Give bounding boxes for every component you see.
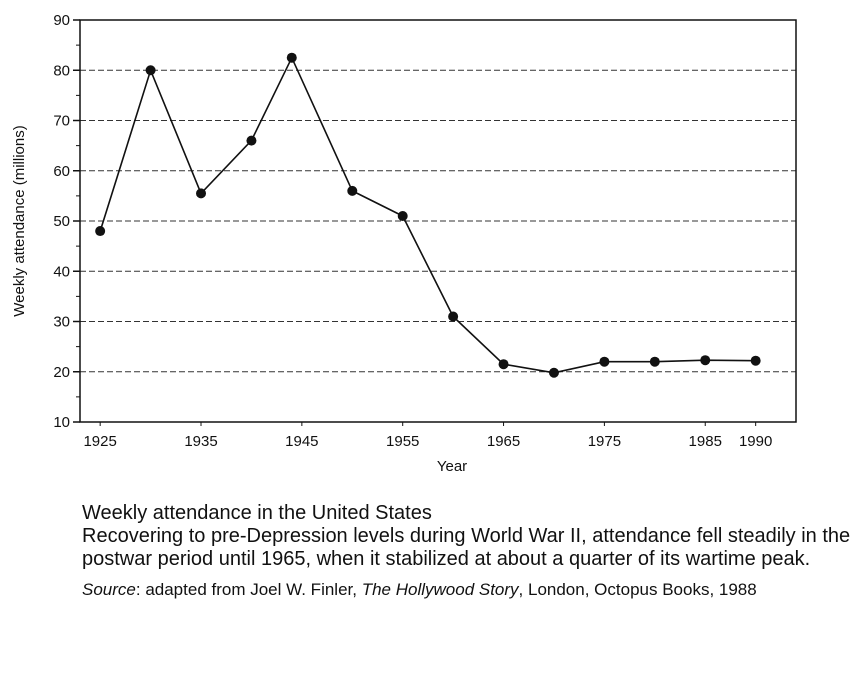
y-tick-label: 40 [53,263,70,280]
x-tick-label: 1965 [487,433,520,450]
y-tick-label: 60 [53,163,70,180]
data-point [145,65,156,76]
data-point [397,210,408,221]
x-tick-label: 1945 [285,433,318,450]
y-tick-label: 20 [53,364,70,381]
data-point [649,356,660,367]
gridlines [80,69,796,373]
x-axis-title: Year [437,458,467,475]
caption-title: Weekly attendance in the United States [82,502,432,524]
x-tick-label: 1925 [83,433,116,450]
x-tick-label: 1985 [689,433,722,450]
x-tick-label: 1990 [739,433,772,450]
data-point [548,367,559,378]
y-axis: 10 20 30 40 50 60 70 80 90 [53,12,80,431]
x-tick-label: 1955 [386,433,419,450]
data-point [498,359,509,370]
data-point [599,356,610,367]
data-point [347,185,358,196]
x-tick-label: 1975 [588,433,621,450]
caption-source: Source: adapted from Joel W. Finler, The… [82,579,862,601]
y-tick-label: 10 [53,414,70,431]
y-tick-label: 30 [53,314,70,331]
data-point [95,226,106,237]
x-axis: 1925 1935 1945 1955 1965 1975 1985 1990 [83,422,772,450]
data-point [448,311,459,322]
y-tick-label: 70 [53,113,70,130]
y-tick-label: 80 [53,62,70,79]
data-point [286,52,297,63]
source-label: Source [82,580,136,599]
y-tick-label: 50 [53,213,70,230]
data-point [700,355,711,366]
series-line [99,55,756,374]
data-point [196,188,207,199]
source-prefix: : adapted from Joel W. Finler, [135,580,362,599]
source-book-title: The Hollywood Story [361,580,519,599]
data-point [750,355,761,366]
source-suffix: , London, Octopus Books, 1988 [518,580,757,599]
series-line-group [95,52,761,378]
y-tick-label: 90 [53,12,70,29]
data-point [246,135,257,146]
y-axis-title: Weekly attendance (millions) [11,125,28,316]
x-tick-label: 1935 [184,433,217,450]
caption: Weekly attendance in the United States R… [82,502,862,601]
caption-description: Recovering to pre-Depression levels duri… [82,525,851,570]
